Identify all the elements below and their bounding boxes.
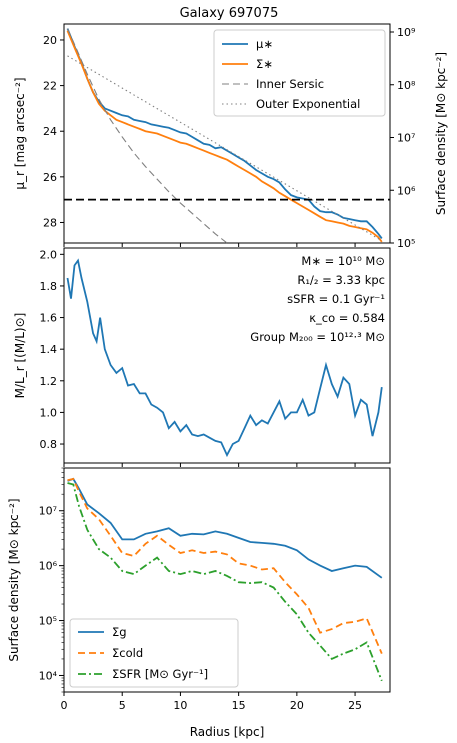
top-ytick-label: 20: [43, 34, 57, 47]
bottom-ytick-label: 10⁵: [39, 615, 57, 628]
bottom-panel-frame: [63, 467, 391, 693]
bottom-ytick-label: 10⁶: [39, 560, 58, 573]
top-legend-label: Inner Sersic: [256, 77, 324, 91]
top-right-ytick-label: 10⁷: [397, 132, 415, 145]
top-ytick-label: 22: [43, 80, 57, 93]
bottom-ytick-label: 10⁴: [39, 669, 58, 682]
bottom-legend-label: Σg: [112, 625, 127, 639]
bottom-series-line: [67, 477, 383, 579]
top-series-line: [66, 28, 383, 239]
bottom-legend-label: Σcold: [112, 646, 143, 660]
bottom-xlabel: Radius [kpc]: [190, 725, 265, 739]
top-legend-box: [213, 29, 386, 117]
top-legend-label: Σ∗: [256, 57, 273, 71]
top-ytick-label: 24: [43, 125, 57, 138]
bottom-legend-label: ΣSFR [M⊙ Gyr⁻¹]: [112, 667, 208, 681]
galaxy-property-annotation: M∗ = 10¹⁰ M⊙: [301, 254, 385, 268]
top-legend-label: Outer Exponential: [256, 97, 360, 111]
middle-ytick-label: 1.0: [40, 406, 58, 419]
top-series-line: [66, 30, 383, 243]
top-ylabel: μ_r [mag arcsec⁻²]: [13, 77, 27, 189]
bottom-xtick-label: 0: [61, 699, 68, 712]
figure-title: Galaxy 697075: [180, 6, 279, 21]
top-panel-frame: [63, 23, 391, 244]
bottom-xtick-label: 20: [290, 699, 304, 712]
bottom-xtick-label: 25: [348, 699, 362, 712]
middle-ylabel: M/L_r [(M/L)⊙]: [13, 313, 27, 399]
middle-ytick-label: 0.8: [40, 438, 58, 451]
galaxy-property-annotation: R₁/₂ = 3.33 kpc: [297, 273, 385, 287]
middle-panel-frame: [63, 247, 391, 464]
galaxy-property-annotation: κ_co = 0.584: [309, 311, 385, 325]
top-series-line: [66, 28, 228, 244]
top-right-ytick-label: 10⁶: [397, 184, 416, 197]
galaxy-property-annotation: Group M₂₀₀ = 10¹²·³ M⊙: [250, 330, 385, 344]
middle-ytick-label: 1.2: [40, 375, 58, 388]
galaxy-property-annotation: sSFR = 0.1 Gyr⁻¹: [287, 292, 385, 306]
middle-ytick-label: 1.6: [40, 312, 58, 325]
top-ytick-label: 28: [43, 216, 57, 229]
middle-ytick-label: 1.4: [40, 343, 58, 356]
middle-ytick-label: 2.0: [40, 248, 58, 261]
bottom-ytick-label: 10⁷: [39, 505, 57, 518]
top-right-ytick-label: 10⁸: [397, 79, 416, 92]
bottom-legend-box: [69, 618, 239, 688]
bottom-series-line: [67, 477, 383, 654]
ml-ratio-line: [66, 258, 383, 458]
bottom-xtick-label: 15: [232, 699, 246, 712]
bottom-series-line: [67, 482, 383, 682]
top-legend-label: μ∗: [256, 37, 273, 51]
top-ytick-label: 26: [43, 171, 57, 184]
top-right-ytick-label: 10⁹: [397, 26, 415, 39]
bottom-xtick-label: 5: [119, 699, 126, 712]
top-right-ytick-label: 10⁵: [397, 237, 415, 250]
bottom-ylabel: Surface density [M⊙ kpc⁻²]: [7, 498, 21, 661]
bottom-xtick-label: 10: [173, 699, 187, 712]
top-right-ylabel: Surface density [M⊙ kpc⁻²]: [434, 52, 448, 215]
middle-ytick-label: 1.8: [40, 280, 58, 293]
